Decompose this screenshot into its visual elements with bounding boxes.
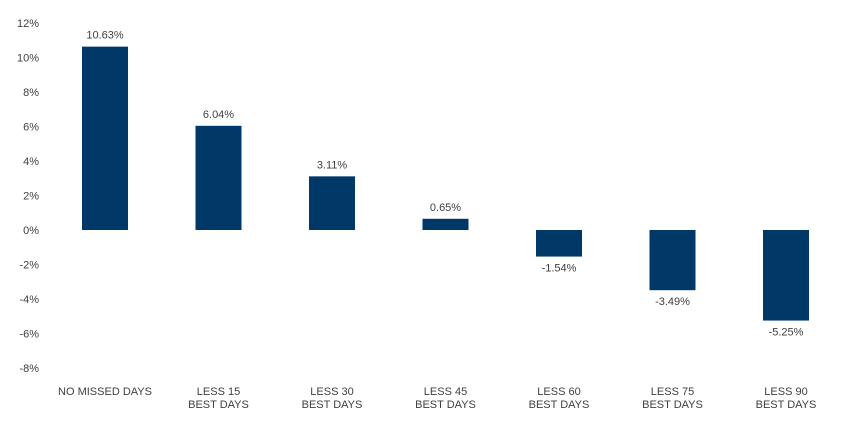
y-tick-label: 4% bbox=[23, 156, 39, 168]
x-tick-label: NO MISSED DAYS bbox=[58, 386, 152, 398]
x-tick-label: BEST DAYS bbox=[415, 399, 476, 411]
x-tick-label: BEST DAYS bbox=[642, 399, 703, 411]
y-tick-label: -2% bbox=[19, 260, 39, 272]
y-tick-label: 8% bbox=[23, 87, 39, 99]
bar bbox=[195, 125, 242, 230]
data-label: 6.04% bbox=[203, 109, 234, 121]
bar bbox=[536, 230, 582, 257]
data-label: -1.54% bbox=[542, 263, 577, 275]
y-tick-label: -6% bbox=[19, 329, 39, 341]
y-tick-label: 6% bbox=[23, 122, 39, 134]
bar bbox=[422, 218, 469, 230]
x-tick-label: LESS 75 bbox=[651, 386, 694, 398]
bar bbox=[82, 46, 128, 230]
y-tick-label: -4% bbox=[19, 294, 39, 306]
bars bbox=[82, 46, 809, 321]
x-tick-label: BEST DAYS bbox=[188, 399, 249, 411]
y-tick-label: 2% bbox=[23, 191, 39, 203]
y-tick-label: 0% bbox=[23, 225, 39, 237]
data-label: 0.65% bbox=[430, 202, 461, 214]
data-label: 3.11% bbox=[317, 159, 348, 171]
x-tick-label: BEST DAYS bbox=[756, 399, 817, 411]
data-label: -5.25% bbox=[769, 327, 804, 339]
y-tick-label: -8% bbox=[19, 363, 39, 375]
bar bbox=[309, 176, 355, 230]
y-axis: 12% 10% 8% 6% 4% 2% 0% -2% -4% -6% -8% bbox=[17, 18, 39, 375]
y-tick-label: 12% bbox=[17, 18, 39, 30]
x-tick-label: LESS 15 bbox=[197, 386, 240, 398]
data-label: -3.49% bbox=[655, 296, 690, 308]
x-tick-label: LESS 45 bbox=[424, 386, 467, 398]
x-tick-label: BEST DAYS bbox=[302, 399, 363, 411]
x-tick-label: LESS 90 bbox=[764, 386, 807, 398]
y-tick-label: 10% bbox=[17, 53, 39, 65]
bar bbox=[763, 230, 809, 321]
data-label: 10.63% bbox=[86, 30, 124, 42]
x-tick-label: BEST DAYS bbox=[529, 399, 590, 411]
x-tick-label: LESS 30 bbox=[310, 386, 353, 398]
bar bbox=[649, 230, 696, 291]
data-labels: 10.63% 6.04% 3.11% 0.65% -1.54% -3.49% -5.25% bbox=[86, 30, 803, 339]
x-tick-label: LESS 60 bbox=[537, 386, 580, 398]
